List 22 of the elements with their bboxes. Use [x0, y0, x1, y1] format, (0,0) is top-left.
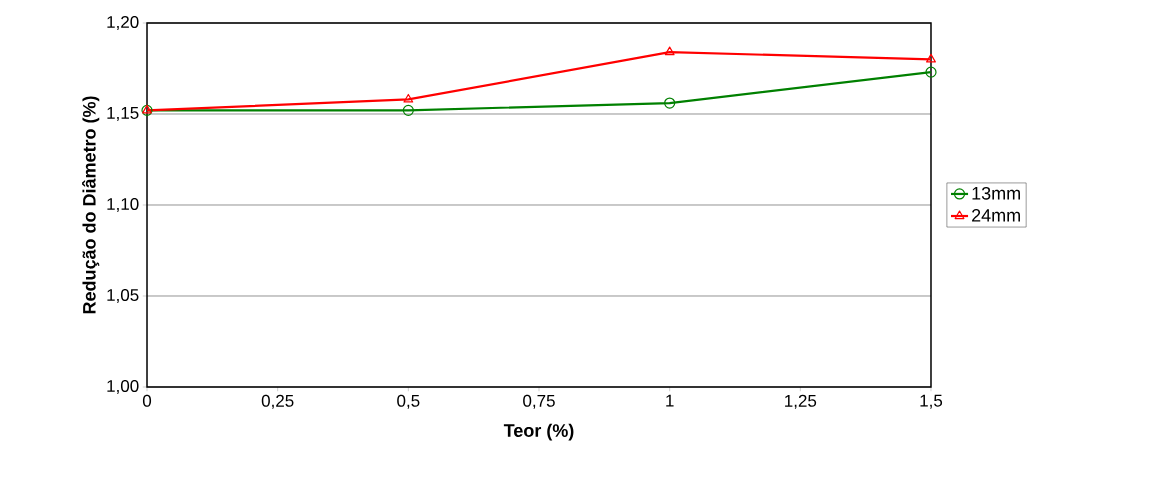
- y-axis-title: Redução do Diâmetro (%): [82, 96, 100, 314]
- point: [403, 93, 414, 103]
- x-tick-label: 1: [666, 394, 674, 407]
- x-tick-label: 0,75: [523, 394, 555, 409]
- x-axis-title: Teor (%): [503, 423, 574, 441]
- point: [402, 104, 414, 116]
- legend-label: 13mm: [972, 186, 1020, 200]
- x-tick-label: 1,5: [920, 394, 943, 409]
- point: [664, 46, 675, 56]
- x-tick-label: 0,25: [261, 394, 294, 409]
- y-tick-label: 1,10: [107, 197, 139, 213]
- y-tick-label: 1,05: [107, 288, 139, 304]
- point: [664, 97, 676, 109]
- x-tick-label: 1,25: [785, 394, 817, 409]
- point: [925, 66, 937, 78]
- x-tick-label: 0: [142, 394, 152, 407]
- x-tick-label: 0,5: [397, 394, 420, 409]
- legend-label: 24mm: [972, 208, 1020, 222]
- point: [926, 53, 936, 63]
- y-tick-label: 1,20: [107, 15, 139, 31]
- y-tick-label: 1,15: [107, 107, 139, 121]
- y-tick-label: 1,00: [107, 379, 139, 395]
